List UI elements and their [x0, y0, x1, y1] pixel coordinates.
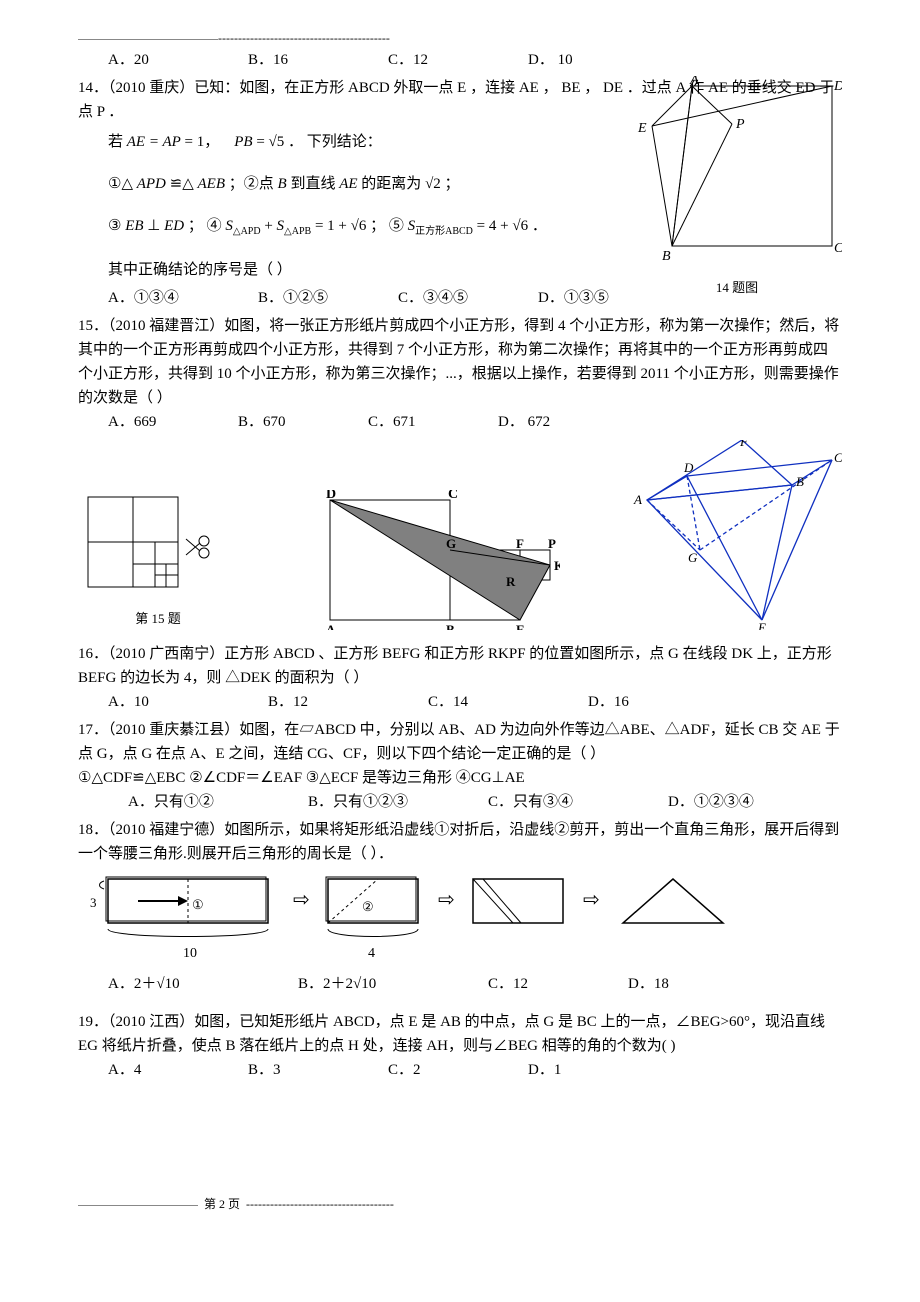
- q19-text: 19．（2010 江西）如图，已知矩形纸片 ABCD，点 E 是 AB 的中点，…: [78, 1010, 842, 1058]
- svg-text:①: ①: [192, 897, 204, 912]
- q15-figure: 第 15 题: [78, 487, 238, 630]
- fig-row: 第 15 题 D C A B E G F P K R: [78, 440, 842, 630]
- q16-figure: D C A B E G F P K R: [310, 490, 560, 630]
- header-rule: ----------------------------------------…: [78, 30, 842, 48]
- svg-text:②: ②: [362, 899, 374, 914]
- opt-b: B．670: [238, 410, 368, 434]
- svg-text:A: A: [326, 622, 336, 630]
- svg-text:C: C: [448, 490, 458, 502]
- footer-rule: 第 2 页 ----------------------------------…: [78, 1196, 842, 1214]
- opt-b: B．3: [248, 1058, 388, 1082]
- svg-text:E: E: [757, 620, 766, 630]
- opt-a: A．4: [108, 1058, 248, 1082]
- q17-figure: F D C B A G E: [632, 440, 842, 630]
- lbl-C: C: [834, 241, 842, 256]
- opt-d: D．18: [628, 972, 768, 996]
- opt-b: B．2＋2√10: [298, 972, 488, 996]
- opt-c: C．14: [428, 690, 588, 714]
- q18: 18．（2010 福建宁德）如图所示，如果将矩形纸沿虚线①对折后，沿虚线②剪开，…: [78, 818, 842, 996]
- svg-text:G: G: [446, 536, 456, 551]
- q15-text: 15．（2010 福建晋江）如图，将一张正方形纸片剪成四个小正方形，得到 4 个…: [78, 314, 842, 410]
- q19-options: A．4 B．3 C．2 D．1: [78, 1058, 842, 1082]
- q18-options: A．2＋√10 B．2＋2√10 C．12 D．18: [78, 972, 842, 996]
- q14-figure: A D C B E P 14 题图: [632, 76, 842, 299]
- svg-text:G: G: [688, 550, 698, 565]
- q16: 16．（2010 广西南宁）正方形 ABCD 、正方形 BEFG 和正方形 RK…: [78, 642, 842, 714]
- opt-b: B．只有①②③: [308, 790, 488, 814]
- lbl-D: D: [833, 79, 842, 94]
- opt-b: B．①②⑤: [258, 286, 398, 310]
- opt-b: B．12: [268, 690, 428, 714]
- opt-d: D．1: [528, 1058, 668, 1082]
- svg-text:F: F: [739, 440, 749, 449]
- opt-a: A．20: [108, 48, 248, 72]
- lbl-A: A: [689, 76, 699, 88]
- opt-d: D．①②③④: [668, 790, 828, 814]
- opt-c: C．2: [388, 1058, 528, 1082]
- svg-text:⇨: ⇨: [293, 889, 310, 911]
- lbl-E: E: [637, 121, 647, 136]
- opt-c: C．12: [488, 972, 628, 996]
- q13-options: A．20 B．16 C．12 D． 10: [78, 48, 842, 72]
- svg-text:B: B: [446, 622, 455, 630]
- q17: 17．（2010 重庆綦江县）如图，在▱ABCD 中，分别以 AB、AD 为边向…: [78, 718, 842, 814]
- svg-text:C: C: [834, 450, 842, 465]
- q17-options: A．只有①② B．只有①②③ C．只有③④ D．①②③④: [78, 790, 842, 814]
- svg-text:3: 3: [90, 895, 97, 910]
- svg-text:B: B: [796, 474, 804, 489]
- svg-text:F: F: [516, 536, 524, 551]
- opt-a: A．2＋√10: [108, 972, 298, 996]
- svg-text:D: D: [683, 460, 694, 475]
- opt-d: D．16: [588, 690, 748, 714]
- q18-text: 18．（2010 福建宁德）如图所示，如果将矩形纸沿虚线①对折后，沿虚线②剪开，…: [78, 818, 842, 866]
- q17-text: 17．（2010 重庆綦江县）如图，在▱ABCD 中，分别以 AB、AD 为边向…: [78, 718, 842, 766]
- opt-a: A．只有①②: [128, 790, 308, 814]
- svg-text:A: A: [633, 492, 642, 507]
- q16-text: 16．（2010 广西南宁）正方形 ABCD 、正方形 BEFG 和正方形 RK…: [78, 642, 842, 690]
- q15-figcaption: 第 15 题: [78, 609, 238, 630]
- svg-text:4: 4: [368, 946, 375, 961]
- q15: 15．（2010 福建晋江）如图，将一张正方形纸片剪成四个小正方形，得到 4 个…: [78, 314, 842, 434]
- svg-text:⇨: ⇨: [583, 889, 600, 911]
- svg-text:D: D: [326, 490, 336, 502]
- opt-a: A．669: [108, 410, 238, 434]
- page-number: 第 2 页: [198, 1195, 246, 1214]
- opt-d: D． 672: [498, 410, 628, 434]
- lbl-P: P: [735, 117, 745, 132]
- q14-figcaption: 14 题图: [632, 278, 842, 299]
- q15-options: A．669 B．670 C．671 D． 672: [78, 410, 842, 434]
- opt-d: D． 10: [528, 48, 668, 72]
- opt-b: B．16: [248, 48, 388, 72]
- svg-text:E: E: [516, 622, 525, 630]
- q16-options: A．10 B．12 C．14 D．16: [78, 690, 842, 714]
- svg-text:⇨: ⇨: [438, 889, 455, 911]
- opt-a: A．10: [108, 690, 268, 714]
- q17-choices: ①△CDF≌△EBC ②∠CDF＝∠EAF ③△ECF 是等边三角形 ④CG⊥A…: [78, 766, 842, 790]
- opt-c: C．③④⑤: [398, 286, 538, 310]
- svg-text:P: P: [548, 536, 556, 551]
- opt-c: C．只有③④: [488, 790, 668, 814]
- lbl-B: B: [662, 249, 671, 264]
- opt-c: C．671: [368, 410, 498, 434]
- opt-a: A．①③④: [108, 286, 258, 310]
- svg-text:R: R: [506, 574, 516, 589]
- q19: 19．（2010 江西）如图，已知矩形纸片 ABCD，点 E 是 AB 的中点，…: [78, 1010, 842, 1082]
- opt-c: C．12: [388, 48, 528, 72]
- q18-figure: 3 ① 10 ⇨ ②: [78, 874, 842, 964]
- svg-text:10: 10: [183, 946, 197, 961]
- svg-text:K: K: [554, 558, 560, 573]
- q14: A D C B E P 14 题图 14．（2010 重庆）已知：如图，在正方形…: [78, 76, 842, 310]
